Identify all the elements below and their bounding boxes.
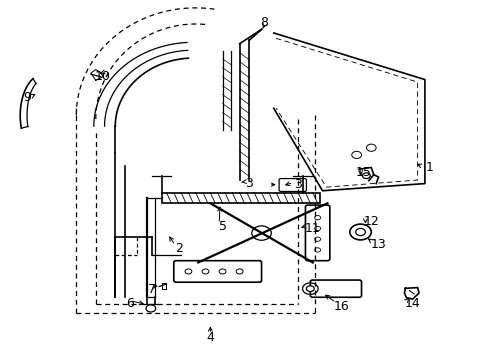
Text: 7: 7 [147, 283, 156, 296]
FancyBboxPatch shape [310, 280, 361, 297]
FancyBboxPatch shape [173, 261, 261, 282]
Text: 16: 16 [333, 300, 349, 313]
Text: 11: 11 [304, 222, 320, 235]
Text: 10: 10 [95, 69, 111, 82]
Text: 5: 5 [218, 220, 226, 233]
FancyBboxPatch shape [305, 205, 329, 261]
Text: 2: 2 [174, 242, 182, 255]
Text: 8: 8 [260, 16, 267, 29]
Text: 4: 4 [206, 331, 214, 344]
Text: 3: 3 [294, 178, 302, 191]
Text: 3: 3 [245, 177, 253, 190]
Text: 15: 15 [355, 166, 371, 179]
Bar [161, 193, 320, 203]
Text: 6: 6 [126, 297, 134, 310]
FancyBboxPatch shape [279, 179, 306, 192]
Text: 14: 14 [404, 297, 420, 310]
Text: 9: 9 [23, 91, 31, 104]
Text: 12: 12 [363, 215, 378, 228]
Circle shape [306, 286, 314, 292]
Text: 13: 13 [370, 238, 386, 251]
Text: 1: 1 [425, 161, 433, 174]
